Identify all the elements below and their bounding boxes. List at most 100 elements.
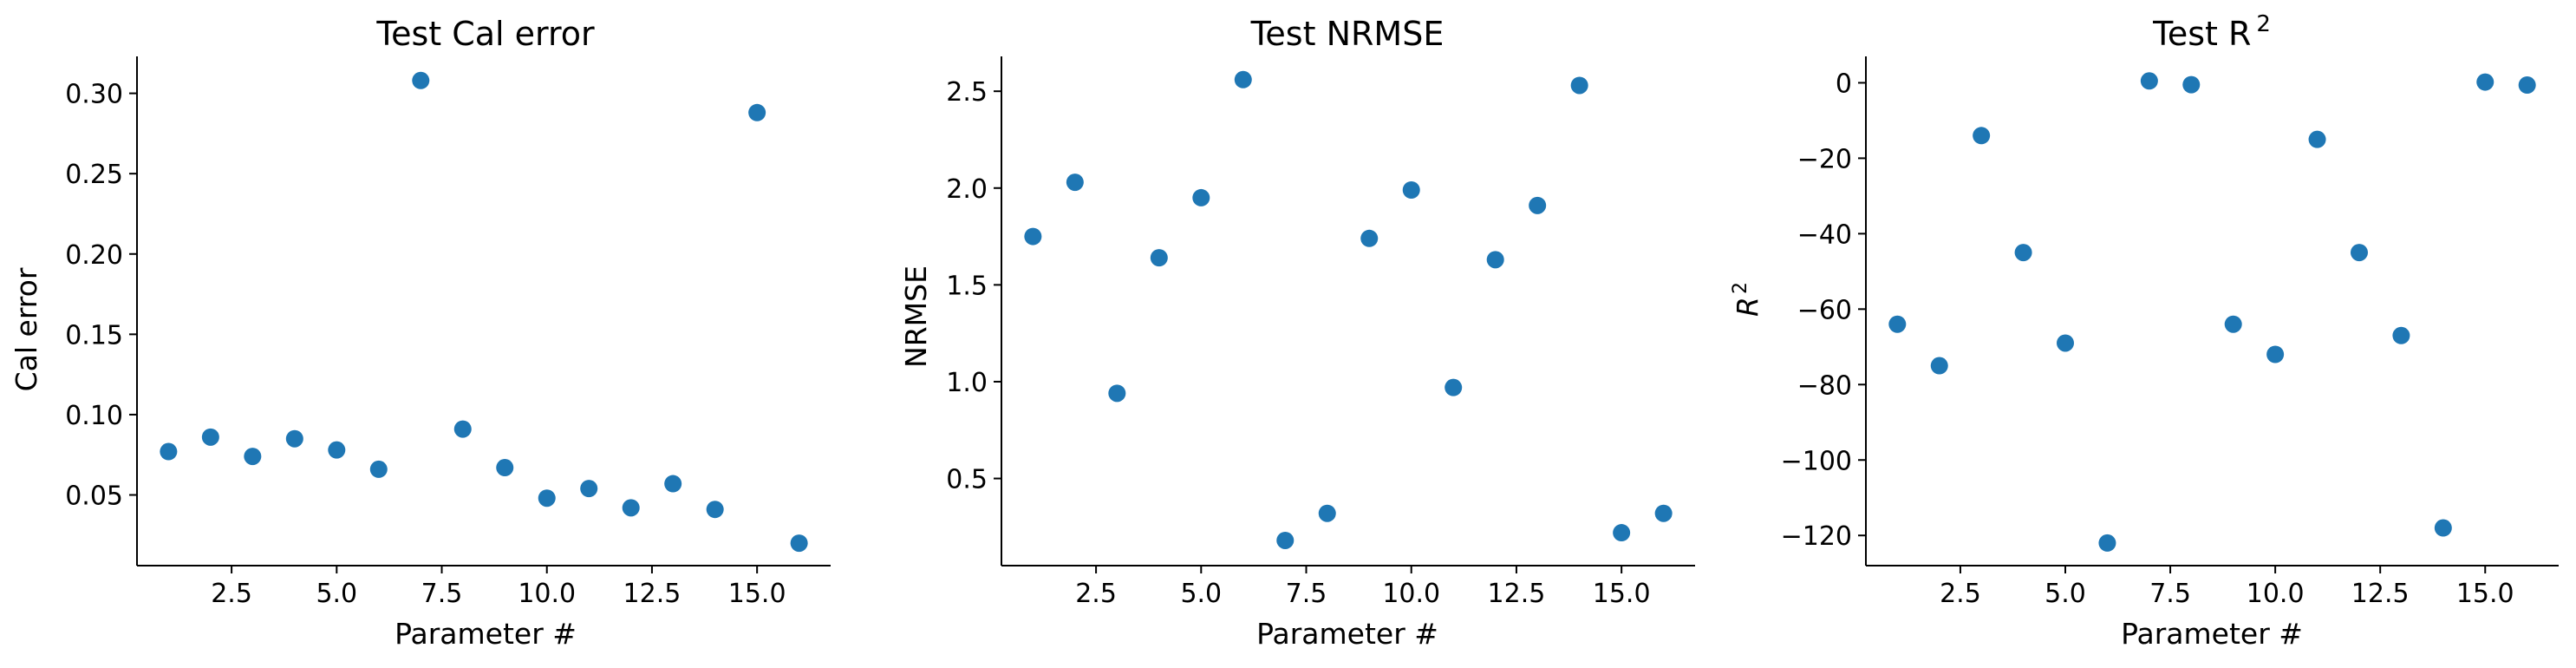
y-tick-label: −120 (1781, 521, 1852, 552)
data-point (1150, 249, 1168, 267)
data-point (538, 489, 556, 508)
data-point (580, 480, 598, 498)
y-tick-label: 0.20 (65, 240, 123, 271)
x-tick-label: 12.5 (623, 579, 681, 609)
data-point (2182, 75, 2201, 94)
x-tick-label: 10.0 (1382, 579, 1440, 609)
data-point (2392, 326, 2410, 344)
data-point (369, 460, 388, 478)
y-tick-label: −60 (1797, 295, 1852, 325)
data-point (790, 534, 808, 553)
data-point (2057, 334, 2075, 352)
data-point (2098, 534, 2116, 552)
data-point (1888, 315, 1907, 333)
x-tick-label: 7.5 (1286, 579, 1327, 609)
y-tick-label: 1.5 (946, 271, 988, 301)
data-point (1930, 357, 1948, 375)
x-tick-label: 5.0 (1180, 579, 1222, 609)
y-tick-label: −20 (1797, 144, 1852, 174)
panel-title-superscript: 2 (2256, 11, 2271, 37)
y-axis-label: R2 (1730, 282, 1764, 317)
panel-title-text: Test R (2152, 15, 2251, 53)
data-point (1402, 181, 1420, 200)
panel-nrmse: Test NRMSE NRMSE Parameter # 2.5 5.0 7.5 10… (899, 15, 1695, 651)
y-tick-label: −80 (1797, 370, 1852, 401)
x-axis-label: Parameter # (1256, 617, 1438, 651)
data-point (2140, 72, 2158, 90)
data-point (1108, 384, 1126, 403)
data-point (160, 442, 178, 461)
y-tick-label: −40 (1797, 219, 1852, 250)
x-tick-label: 12.5 (1488, 579, 1546, 609)
y-axis-label: NRMSE (899, 265, 933, 368)
data-point (1529, 196, 1547, 214)
x-axis-label: Parameter # (395, 617, 577, 651)
x-tick-label: 10.0 (2247, 579, 2305, 609)
data-point (496, 459, 514, 477)
y-axis-label-superscript: 2 (1730, 282, 1751, 294)
data-point (1066, 174, 1084, 192)
data-point (706, 501, 724, 519)
panel-cal-error: Test Cal error Cal error Parameter # 2.5… (10, 15, 831, 651)
y-tick-label: 0.05 (65, 481, 123, 512)
data-point (285, 429, 303, 448)
data-point (328, 441, 346, 459)
data-point (1276, 531, 1295, 549)
x-tick-label: 15.0 (2456, 579, 2514, 609)
data-point (1024, 227, 1042, 246)
data-point (1973, 127, 1991, 145)
data-point (1486, 251, 1504, 269)
y-tick-label: 0.25 (65, 160, 123, 190)
plot-area: 2.5 5.0 7.5 10.0 12.5 15.0 0.05 0.10 0.15 0.20 0.2… (65, 56, 831, 609)
y-axis-label: Cal error (10, 267, 43, 391)
data-point (1613, 524, 1631, 542)
y-tick-label: 0.15 (65, 320, 123, 350)
x-tick-label: 15.0 (1593, 579, 1651, 609)
data-point (1234, 70, 1252, 88)
y-tick-label: 1.0 (946, 368, 988, 398)
y-tick-label: 0 (1836, 69, 1852, 99)
y-tick-label: 0.30 (65, 80, 123, 110)
x-tick-label: 12.5 (2351, 579, 2410, 609)
y-tick-label: 0.10 (65, 401, 123, 431)
x-tick-label: 7.5 (2149, 579, 2191, 609)
y-tick-label: 0.5 (946, 465, 988, 495)
data-point (1192, 188, 1210, 206)
data-point (2014, 244, 2032, 262)
x-tick-label: 15.0 (728, 579, 786, 609)
data-point (622, 499, 640, 517)
data-point (664, 475, 682, 493)
x-tick-label: 2.5 (211, 579, 252, 609)
y-tick-label: 2.0 (946, 174, 988, 205)
x-axis-label: Parameter # (2121, 617, 2303, 651)
data-point (2518, 76, 2536, 95)
data-point (1445, 378, 1463, 396)
panel-title: Test NRMSE (1250, 15, 1445, 53)
y-tick-label: 2.5 (946, 77, 988, 108)
plot-area: 2.5 5.0 7.5 10.0 12.5 15.0 0.5 1.0 1.5 2.0 2.5 (946, 56, 1695, 609)
data-point (1654, 504, 1673, 522)
data-point (244, 448, 262, 466)
data-point (201, 428, 219, 446)
data-point (2350, 244, 2368, 262)
data-point (1360, 229, 1379, 247)
data-point (748, 103, 766, 121)
x-tick-label: 7.5 (421, 579, 463, 609)
data-point (2476, 73, 2494, 91)
data-point (2434, 519, 2452, 537)
x-tick-label: 2.5 (1940, 579, 1981, 609)
data-point (412, 71, 430, 89)
panel-title: Test Cal error (375, 15, 595, 53)
x-tick-label: 5.0 (2044, 579, 2086, 609)
data-point (2308, 130, 2326, 148)
data-point (1318, 504, 1336, 522)
x-tick-label: 2.5 (1075, 579, 1117, 609)
data-point (2266, 345, 2285, 363)
data-point (1570, 76, 1588, 95)
y-tick-label: −100 (1781, 446, 1852, 476)
x-tick-label: 10.0 (518, 579, 576, 609)
